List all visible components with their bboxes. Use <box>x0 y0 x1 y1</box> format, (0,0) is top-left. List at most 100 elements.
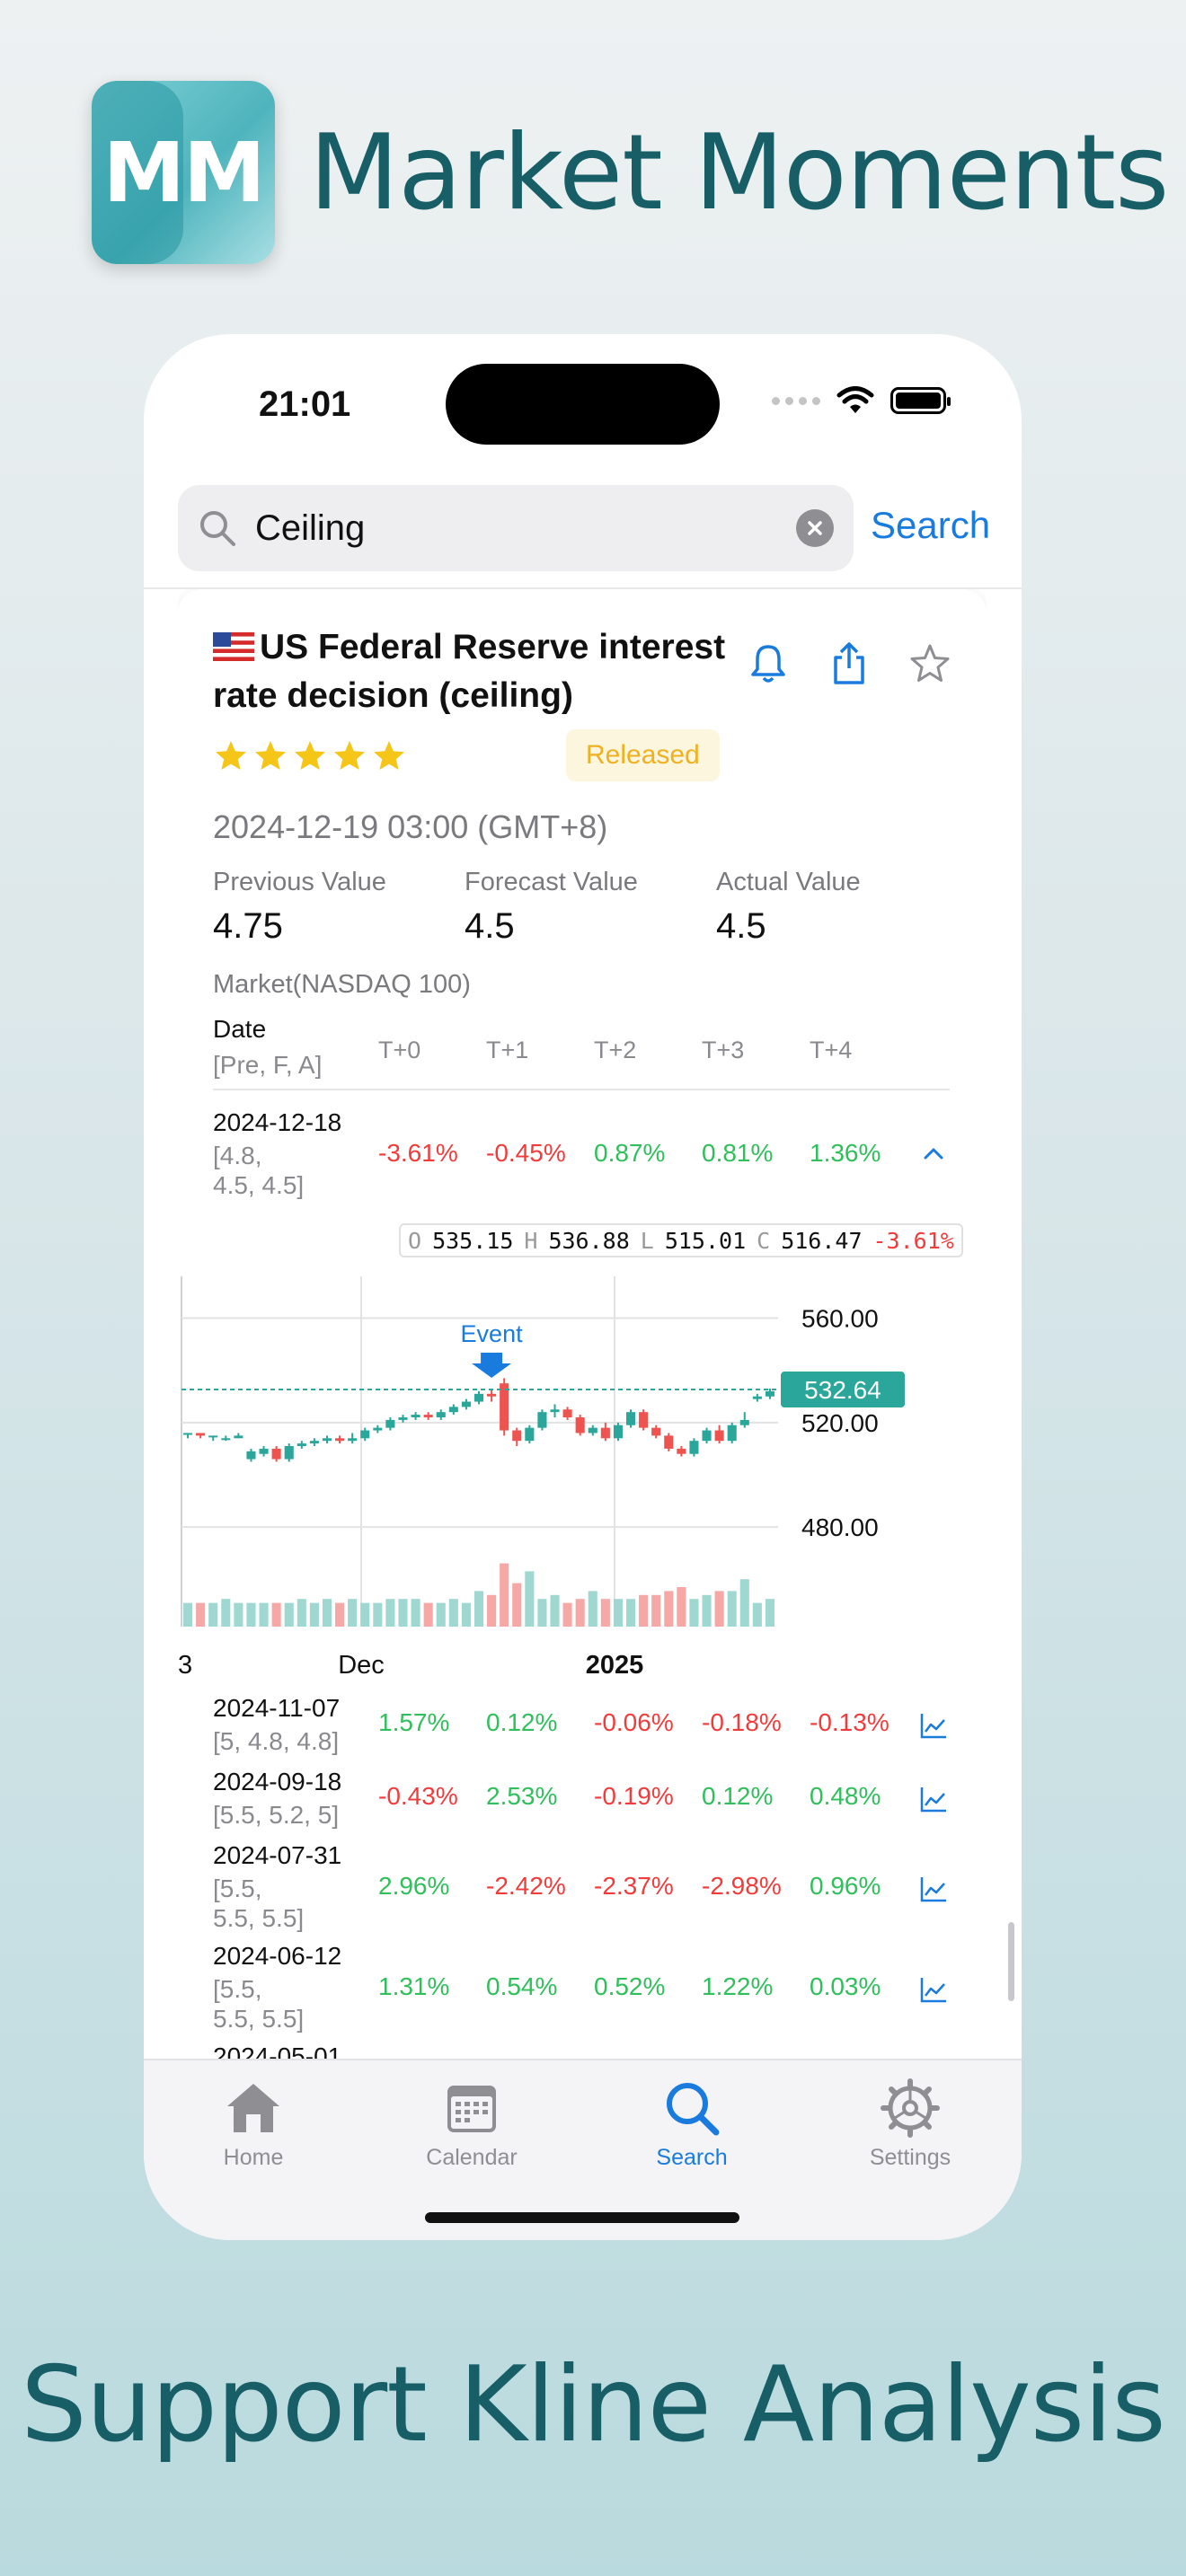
change-cell: 1.22% <box>702 1972 774 2000</box>
brand-header: MM Market Moments <box>92 81 1169 264</box>
candle <box>739 1419 749 1425</box>
row-values-2: 5.5, 5.5] <box>213 2005 305 2033</box>
candle <box>474 1393 484 1402</box>
search-icon <box>200 511 235 546</box>
us-flag-icon <box>213 632 254 661</box>
volume-bar <box>461 1602 471 1627</box>
volume-bar <box>562 1602 572 1627</box>
table-header: Date [Pre, F, A] T+0 T+1 T+2 T+3 T+4 <box>213 1010 950 1090</box>
candle <box>348 1438 358 1442</box>
chart-line-icon[interactable] <box>918 1874 949 1904</box>
search-input[interactable] <box>255 507 796 549</box>
candle <box>296 1443 306 1446</box>
chevron-up-icon[interactable] <box>918 1139 949 1169</box>
event-actions <box>746 641 952 686</box>
volume-bar <box>474 1591 484 1627</box>
volume-bar <box>183 1602 193 1627</box>
candle <box>562 1409 572 1417</box>
candle <box>423 1415 433 1417</box>
forecast-value: 4.5 <box>465 906 515 946</box>
row-date: 2024-12-18 <box>213 1108 342 1136</box>
change-cell: -2.42% <box>486 1872 566 1900</box>
tab-calendar[interactable]: Calendar <box>391 2077 553 2171</box>
candle <box>588 1427 597 1434</box>
app-logo: MM <box>92 81 275 264</box>
search-button[interactable]: Search <box>871 504 991 546</box>
change-cell: 0.96% <box>810 1872 881 1900</box>
kline-svg[interactable]: 560.00 520.00 480.00 532.64 Event 3 Dec 2025 <box>178 1218 987 1685</box>
row-date: 2024-06-12 <box>213 1942 342 1970</box>
y-tick-label: 560.00 <box>801 1304 879 1332</box>
change-cell: 0.12% <box>486 1708 558 1736</box>
volume-bar <box>500 1563 509 1627</box>
scroll-indicator[interactable] <box>1008 1922 1014 2001</box>
home-indicator <box>425 2212 739 2223</box>
clear-search-button[interactable] <box>796 509 834 547</box>
change-cell: -2.98% <box>702 1872 782 1900</box>
chart-line-icon[interactable] <box>918 1784 949 1814</box>
favorite-button[interactable] <box>907 641 952 686</box>
volume-bar <box>550 1594 560 1627</box>
change-cell: -3.61% <box>378 1139 458 1167</box>
market-label: Market(NASDAQ 100) <box>213 970 471 999</box>
tab-home[interactable]: Home <box>173 2077 334 2171</box>
tab-calendar-label: Calendar <box>426 2145 518 2170</box>
volume-bar <box>234 1602 243 1627</box>
close-icon <box>808 521 822 535</box>
volume-bar <box>525 1571 535 1627</box>
candle <box>689 1441 699 1454</box>
alert-button[interactable] <box>746 641 791 686</box>
candle <box>335 1438 345 1442</box>
chart-line-icon[interactable] <box>918 1710 949 1741</box>
change-cell: -0.06% <box>594 1708 674 1736</box>
share-icon <box>834 642 864 684</box>
bell-icon <box>751 645 785 683</box>
event-title-text: US Federal Reserve interest rate decisio… <box>213 628 726 715</box>
battery-icon <box>890 387 951 414</box>
close-value: 516.47 <box>781 1227 863 1254</box>
change-cell: 0.52% <box>594 1972 666 2000</box>
share-button[interactable] <box>827 641 872 686</box>
candle <box>752 1396 762 1399</box>
volume-bar <box>196 1602 206 1627</box>
candle <box>600 1427 610 1439</box>
gear-icon <box>881 2078 940 2138</box>
event-label: Event <box>461 1320 524 1347</box>
candle <box>246 1451 256 1460</box>
candle <box>550 1409 560 1413</box>
tab-search[interactable]: Search <box>611 2077 773 2171</box>
volume-bar <box>411 1599 420 1627</box>
volume-bar <box>487 1594 497 1627</box>
row-date: 2024-11-07 <box>213 1694 341 1722</box>
volume-bar <box>208 1602 218 1627</box>
change-cell: -0.18% <box>702 1708 782 1736</box>
volume-bar <box>765 1599 774 1627</box>
row-values-1: [4.8, <box>213 1142 262 1169</box>
candle <box>259 1448 269 1454</box>
col-t1: T+1 <box>486 1037 529 1063</box>
chart-line-icon[interactable] <box>918 1974 949 2005</box>
candle <box>183 1433 193 1435</box>
volume-bar <box>677 1587 686 1627</box>
change-cell: 0.12% <box>702 1782 774 1810</box>
star-filled-icon <box>255 741 286 770</box>
candle <box>398 1417 408 1420</box>
y-tick-label: 480.00 <box>801 1513 879 1541</box>
search-field[interactable] <box>178 485 854 571</box>
signal-icon <box>772 396 820 405</box>
candle <box>625 1412 636 1425</box>
volume-bar <box>739 1579 749 1627</box>
change-cell: -0.19% <box>594 1782 674 1810</box>
change-cell: -0.13% <box>810 1708 890 1736</box>
low-value: 515.01 <box>664 1227 747 1254</box>
candle <box>575 1417 585 1434</box>
kline-chart[interactable]: O 535.15 H 536.88 L 515.01 C 516.47 -3.61% 5… <box>178 1218 987 1685</box>
close-label: C <box>757 1227 771 1254</box>
star-filled-icon <box>216 741 246 770</box>
volume-bar <box>664 1591 674 1627</box>
results-scroll[interactable]: US Federal Reserve interest rate decisio… <box>178 589 987 2062</box>
candle <box>448 1407 458 1413</box>
tab-settings[interactable]: Settings <box>829 2077 991 2171</box>
x-tick-label: Dec <box>338 1651 385 1680</box>
change-cell: -0.43% <box>378 1782 458 1810</box>
